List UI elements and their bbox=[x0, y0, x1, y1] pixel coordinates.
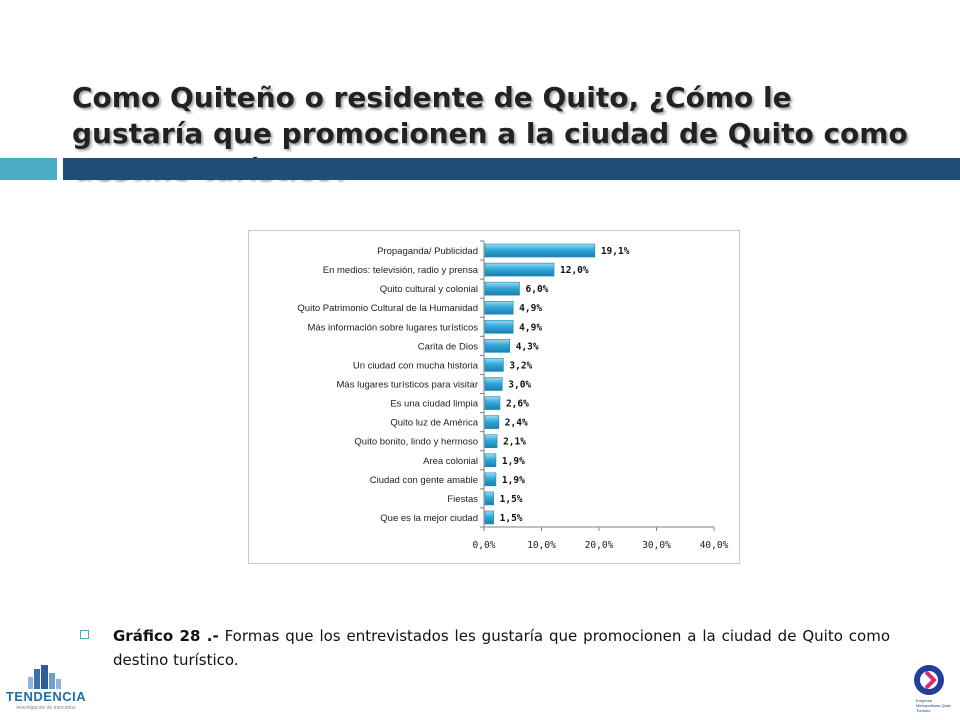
category-label: En medios: televisión, radio y prensa bbox=[323, 265, 479, 276]
category-label: Propaganda/ Publicidad bbox=[377, 246, 478, 257]
bar bbox=[484, 320, 514, 334]
buildings-icon bbox=[28, 665, 61, 689]
logo-left-sub: investigación de mercados bbox=[16, 705, 76, 711]
bar bbox=[484, 415, 500, 429]
data-label: 4,3% bbox=[516, 341, 539, 352]
category-label: Más información sobre lugares turísticos bbox=[307, 322, 478, 333]
chart-caption: Gráfico 28 .- Formas que los entrevistad… bbox=[80, 624, 890, 672]
category-label: Quito Patrimonio Cultural de la Humanida… bbox=[297, 303, 478, 314]
data-label: 4,9% bbox=[519, 303, 542, 314]
category-label: Quito luz de América bbox=[390, 418, 478, 429]
category-label: Quito bonito, lindo y hermoso bbox=[354, 437, 478, 448]
category-label: Area colonial bbox=[423, 456, 478, 467]
caption-body: Formas que los entrevistados les gustarí… bbox=[113, 627, 890, 669]
bar bbox=[484, 377, 503, 391]
data-label: 2,1% bbox=[503, 437, 526, 448]
bar bbox=[484, 510, 494, 525]
data-label: 2,6% bbox=[506, 399, 529, 410]
data-label: 3,0% bbox=[508, 380, 531, 391]
logo-right-text: Empresa Metropolitana Quito Turismo bbox=[916, 698, 951, 713]
bullet-icon bbox=[80, 630, 89, 639]
chart-frame: Propaganda/ Publicidad 19,1% En medios: te… bbox=[248, 230, 740, 564]
x-tick-label: 0,0% bbox=[473, 540, 496, 551]
page-title: Como Quiteño o residente de Quito, ¿Cómo… bbox=[72, 81, 908, 186]
data-label: 1,5% bbox=[500, 494, 523, 505]
category-label: Ciudad con gente amable bbox=[370, 475, 478, 486]
data-label: 12,0% bbox=[560, 265, 589, 276]
bar bbox=[484, 262, 555, 277]
category-label: Un ciudad con mucha historia bbox=[353, 360, 479, 371]
title-band bbox=[63, 158, 960, 180]
bar bbox=[484, 300, 514, 315]
title-band-accent bbox=[0, 158, 57, 180]
bar bbox=[484, 358, 504, 372]
category-label: Carita de Dios bbox=[418, 341, 478, 352]
quito-turismo-logo: Empresa Metropolitana Quito Turismo bbox=[904, 662, 954, 716]
x-tick-label: 20,0% bbox=[585, 540, 614, 551]
data-label: 1,9% bbox=[502, 456, 525, 467]
bar bbox=[484, 453, 497, 468]
tendencia-logo: TENDENCIA investigación de mercados bbox=[4, 665, 88, 715]
x-tick-label: 40,0% bbox=[700, 540, 729, 551]
bar bbox=[484, 434, 498, 448]
x-tick-label: 30,0% bbox=[642, 540, 671, 551]
logo-left-text: TENDENCIA bbox=[5, 689, 87, 704]
caption-text: Gráfico 28 .- Formas que los entrevistad… bbox=[113, 624, 890, 672]
data-label: 1,9% bbox=[502, 475, 525, 486]
data-label: 6,0% bbox=[526, 284, 549, 295]
category-label: Que es la mejor ciudad bbox=[380, 513, 478, 524]
bar bbox=[484, 339, 511, 353]
data-label: 1,5% bbox=[500, 513, 523, 524]
bar bbox=[484, 491, 494, 506]
bar bbox=[484, 396, 501, 410]
bar bbox=[484, 472, 497, 487]
data-label: 19,1% bbox=[601, 246, 630, 257]
quito-turismo-emblem-icon bbox=[914, 665, 944, 695]
category-label: Es una ciudad limpia bbox=[390, 399, 478, 410]
data-label: 3,2% bbox=[509, 360, 532, 371]
category-label: Más lugares turísticos para visitar bbox=[337, 380, 479, 391]
category-label: Quito cultural y colonial bbox=[380, 284, 478, 295]
bar bbox=[484, 243, 596, 258]
data-label: 2,4% bbox=[505, 418, 528, 429]
x-tick-label: 10,0% bbox=[527, 540, 556, 551]
bar bbox=[484, 281, 520, 296]
bar-chart: Propaganda/ Publicidad 19,1% En medios: te… bbox=[297, 240, 729, 551]
data-label: 4,9% bbox=[519, 322, 542, 333]
category-label: Fiestas bbox=[447, 494, 478, 505]
caption-lead: Gráfico 28 .- bbox=[113, 627, 219, 645]
